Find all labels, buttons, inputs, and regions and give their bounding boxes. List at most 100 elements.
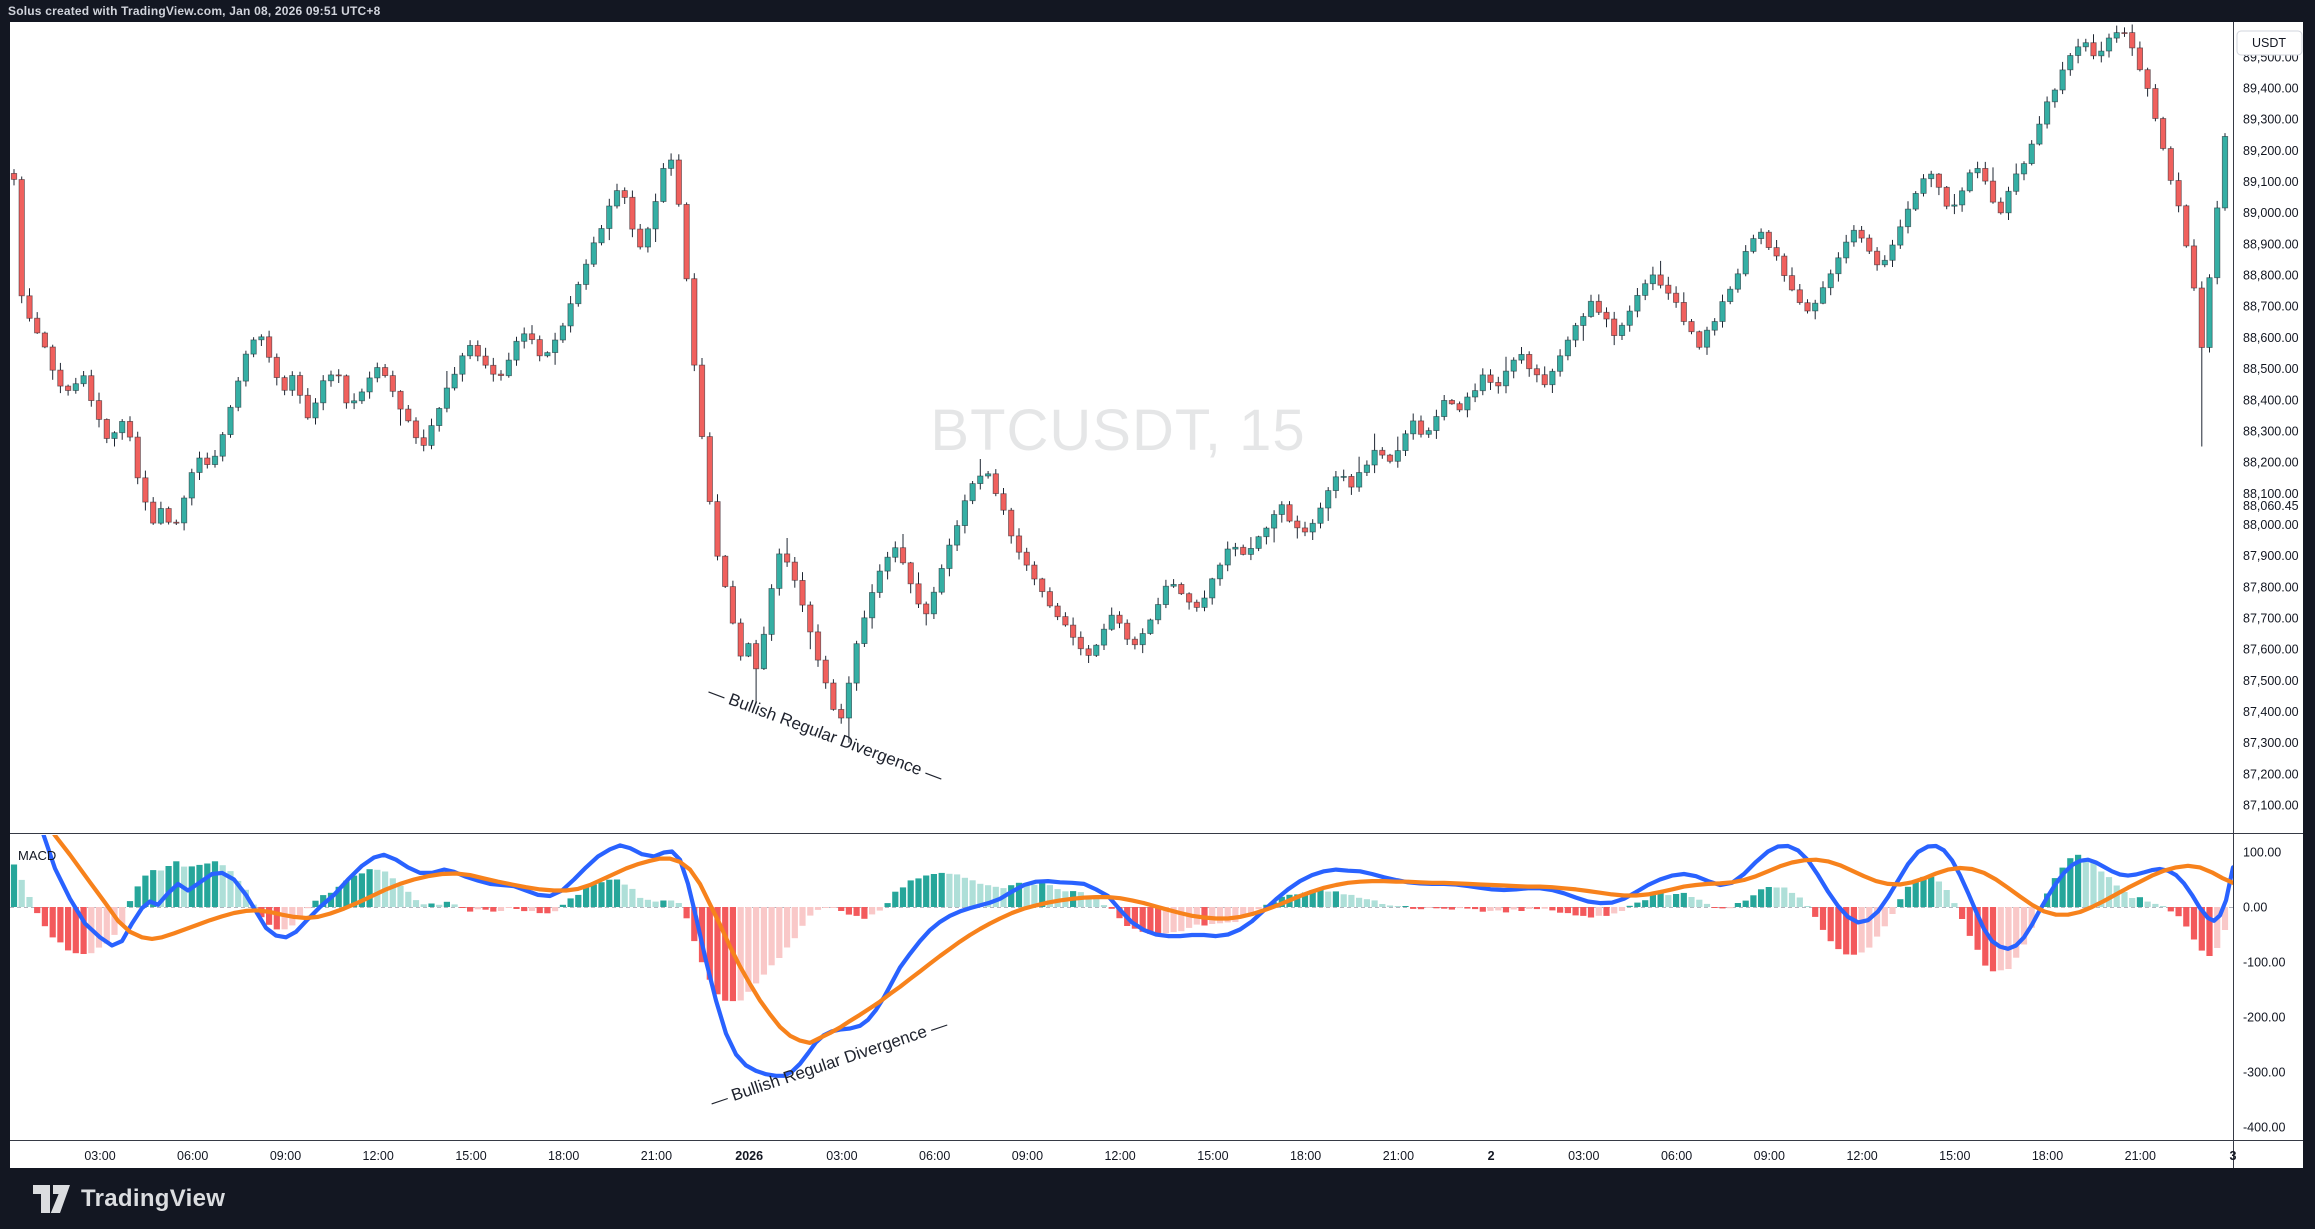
candle	[768, 588, 775, 635]
histogram-bar	[1750, 895, 1757, 907]
candle	[1526, 353, 1533, 370]
histogram-bar	[637, 897, 644, 907]
histogram-bar	[420, 904, 427, 907]
histogram-bar	[1935, 881, 1942, 907]
candle	[745, 643, 752, 657]
candle	[1502, 370, 1510, 387]
histogram-bar	[1557, 907, 1564, 913]
candle	[2059, 69, 2066, 91]
candle	[1008, 509, 1015, 537]
histogram-bar	[1835, 907, 1842, 950]
histogram-bar	[2013, 907, 2020, 958]
candle	[760, 633, 768, 670]
histogram-bar	[869, 907, 876, 915]
histogram-bar	[26, 897, 33, 907]
histogram-bar	[1332, 891, 1339, 907]
candle	[1974, 167, 1981, 174]
histogram-bar	[2051, 878, 2058, 907]
time-tick-label: 18:00	[1290, 1149, 1321, 1163]
candle	[652, 201, 659, 230]
histogram-bar	[1912, 880, 1919, 907]
candle	[2206, 277, 2213, 348]
candle	[95, 400, 103, 420]
candle	[428, 425, 435, 446]
candle	[296, 375, 304, 396]
histogram-bar	[737, 907, 744, 1001]
candle	[65, 385, 72, 391]
histogram-bar	[1920, 876, 1927, 907]
currency-toggle-button[interactable]: USDT	[2236, 30, 2303, 56]
histogram-bar	[985, 885, 992, 907]
tradingview-logo-text: TradingView	[81, 1184, 226, 1212]
candle	[714, 501, 721, 557]
time-axis[interactable]: 03:00 06:00 09:00 12:00 15:00 18:00 21:00 2026 0…	[84, 1149, 2236, 1163]
histogram-bar	[451, 904, 458, 907]
histogram-bar	[165, 866, 172, 907]
histogram-bar	[126, 901, 134, 907]
histogram-bar	[1216, 907, 1224, 924]
candle	[34, 317, 41, 334]
histogram-bar	[304, 907, 311, 909]
price-divergence-annotation[interactable]: — Bullish Regular Divergence —	[706, 682, 945, 787]
price-tick-label: 87,800.00	[2243, 580, 2299, 594]
candle	[335, 374, 342, 377]
histogram-bar	[2028, 907, 2035, 928]
histogram-bar	[2183, 907, 2190, 927]
candle	[559, 325, 567, 341]
macd-axis[interactable]: 100.00 0.00 -100.00 -200.00 -300.00 -400.00	[2243, 846, 2285, 1135]
price-axis[interactable]: 89,500.0089,400.0089,300.0089,200.0089,1…	[2243, 50, 2299, 812]
histogram-bar	[1309, 890, 1316, 907]
price-tick-label: 88,400.00	[2243, 393, 2299, 407]
candle	[1587, 300, 1595, 317]
histogram-bar	[760, 907, 767, 975]
candle	[173, 521, 180, 524]
candle	[1070, 624, 1077, 638]
histogram-bar	[1696, 899, 1703, 907]
candle	[2183, 205, 2190, 247]
candle	[505, 359, 512, 377]
candle	[1904, 208, 1912, 228]
candle	[1611, 318, 1618, 337]
histogram-bar	[343, 880, 350, 907]
histogram-bar	[1943, 890, 1950, 907]
candle	[1031, 564, 1038, 580]
candle	[235, 380, 242, 408]
candle	[637, 228, 644, 248]
histogram-bar	[969, 880, 976, 907]
candle	[2144, 69, 2151, 89]
histogram-bar	[2136, 897, 2143, 907]
candle	[899, 547, 907, 564]
histogram-bar	[2167, 907, 2174, 912]
candle	[126, 420, 134, 438]
candle	[1657, 274, 1664, 286]
indicator-label[interactable]: MACD	[18, 848, 56, 863]
histogram-bar	[992, 886, 999, 907]
macd-tick-label: -300.00	[2243, 1066, 2285, 1080]
histogram-bar	[946, 873, 953, 907]
histogram-bar	[1425, 907, 1432, 908]
chart-window[interactable]: BTCUSDT, 15 — Bullish Regular Divergence…	[10, 22, 2303, 1168]
candle	[907, 562, 914, 585]
candle	[49, 346, 56, 371]
histogram-bar	[598, 882, 605, 907]
candle	[1495, 381, 1502, 387]
candle	[1456, 403, 1463, 411]
candle	[397, 390, 404, 410]
histogram-bar	[1580, 907, 1587, 916]
histogram-bar	[1587, 907, 1595, 918]
candle	[2036, 123, 2043, 145]
chart-canvas[interactable]: BTCUSDT, 15 — Bullish Regular Divergence…	[10, 22, 2303, 1168]
histogram-bar	[930, 874, 937, 907]
histogram-bar	[95, 907, 103, 948]
candle	[1309, 522, 1316, 533]
time-tick-label: 15:00	[1939, 1149, 1970, 1163]
histogram-bar	[1634, 902, 1641, 907]
candle	[281, 377, 288, 391]
price-tick-label: 88,700.00	[2243, 300, 2299, 314]
tradingview-logo[interactable]: TradingView	[33, 1184, 226, 1213]
histogram-bar	[119, 907, 126, 925]
histogram-bar	[1371, 900, 1378, 907]
candle	[1356, 472, 1363, 488]
candle	[358, 391, 366, 402]
candle	[2074, 46, 2082, 56]
